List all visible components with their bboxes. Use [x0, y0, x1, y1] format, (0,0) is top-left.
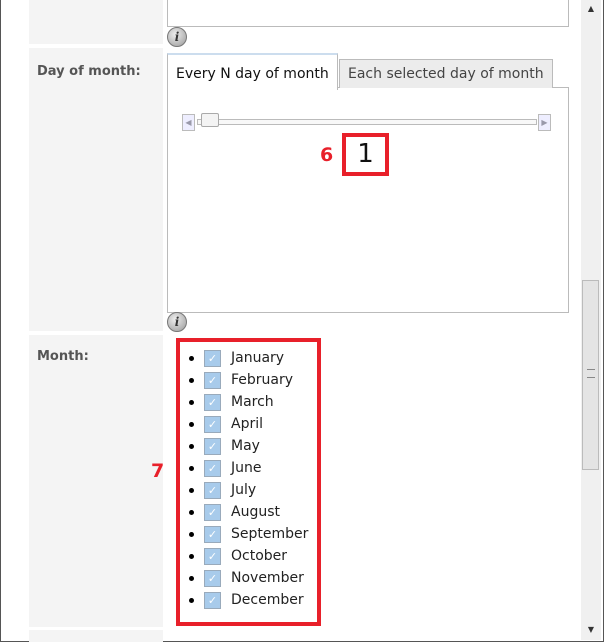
checkbox-checked-icon[interactable]: ✓	[204, 503, 221, 521]
bullet-icon	[189, 355, 194, 361]
bullet-icon	[189, 443, 194, 449]
month-item: ✓ March	[189, 391, 308, 413]
grip-icon	[587, 369, 595, 378]
scroll-down-icon[interactable]: ▼	[587, 625, 595, 634]
month-item: ✓ July	[189, 479, 308, 501]
month-item: ✓ August	[189, 501, 308, 523]
checkbox-checked-icon[interactable]: ✓	[204, 525, 221, 543]
month-name: December	[231, 592, 304, 608]
checkbox-checked-icon[interactable]: ✓	[204, 415, 221, 433]
slider-value-highlight	[342, 133, 389, 176]
month-name: May	[231, 438, 260, 454]
checkbox-checked-icon[interactable]: ✓	[204, 569, 221, 587]
month-name: August	[231, 504, 280, 520]
month-item: ✓ February	[189, 369, 308, 391]
next-row-label	[29, 630, 163, 642]
month-name: April	[231, 416, 263, 432]
month-name: January	[231, 350, 285, 366]
month-item: ✓ September	[189, 523, 308, 545]
prev-field-box	[167, 0, 569, 27]
day-of-month-label: Day of month:	[37, 64, 141, 79]
month-item: ✓ December	[189, 589, 308, 611]
month-item: ✓ November	[189, 567, 308, 589]
month-name: July	[231, 482, 257, 498]
checkbox-checked-icon[interactable]: ✓	[204, 349, 221, 367]
month-label: Month:	[37, 349, 89, 364]
checkbox-checked-icon[interactable]: ✓	[204, 371, 221, 389]
annotation-7: 7	[151, 460, 165, 482]
bullet-icon	[189, 377, 194, 383]
info-icon[interactable]: i	[167, 312, 187, 332]
month-item: ✓ April	[189, 413, 308, 435]
bullet-icon	[189, 465, 194, 471]
month-name: June	[231, 460, 262, 476]
bullet-icon	[189, 399, 194, 405]
bullet-icon	[189, 509, 194, 515]
tab-every-n-day[interactable]: Every N day of month	[167, 53, 338, 90]
tab-each-selected-day[interactable]: Each selected day of month	[339, 59, 553, 88]
bullet-icon	[189, 553, 194, 559]
slider-track[interactable]	[197, 119, 537, 125]
scrollbar-thumb[interactable]	[582, 280, 599, 470]
bullet-icon	[189, 531, 194, 537]
checkbox-checked-icon[interactable]: ✓	[204, 547, 221, 565]
month-item: ✓ January	[189, 347, 308, 369]
month-name: October	[231, 548, 288, 564]
bullet-icon	[189, 575, 194, 581]
slider-right-arrow-icon[interactable]: ▶	[538, 114, 551, 131]
checkbox-checked-icon[interactable]: ✓	[204, 481, 221, 499]
bullet-icon	[189, 421, 194, 427]
month-list: ✓ January ✓ February ✓ March ✓ April ✓ May ✓ June ✓ J…	[189, 347, 308, 611]
month-item: ✓ October	[189, 545, 308, 567]
month-label-cell: Month:	[29, 335, 163, 627]
checkbox-checked-icon[interactable]: ✓	[204, 459, 221, 477]
slider-value: 1	[357, 139, 374, 169]
month-item: ✓ May	[189, 435, 308, 457]
bullet-icon	[189, 597, 194, 603]
month-list-highlight	[176, 338, 321, 626]
scrollbar[interactable]: ▲ ▼	[581, 0, 601, 640]
day-of-month-label-cell: Day of month:	[29, 48, 163, 331]
annotation-6: 6	[320, 144, 334, 166]
info-icon[interactable]: i	[167, 27, 187, 47]
month-name: November	[231, 570, 304, 586]
slider-handle[interactable]	[201, 113, 219, 127]
month-item: ✓ June	[189, 457, 308, 479]
prev-row-label	[29, 0, 163, 44]
month-name: February	[231, 372, 294, 388]
month-name: September	[231, 526, 309, 542]
checkbox-checked-icon[interactable]: ✓	[204, 393, 221, 411]
bullet-icon	[189, 487, 194, 493]
checkbox-checked-icon[interactable]: ✓	[204, 437, 221, 455]
month-name: March	[231, 394, 274, 410]
slider-left-arrow-icon[interactable]: ◀	[182, 114, 195, 131]
checkbox-checked-icon[interactable]: ✓	[204, 591, 221, 609]
scroll-up-icon[interactable]: ▲	[587, 4, 595, 13]
